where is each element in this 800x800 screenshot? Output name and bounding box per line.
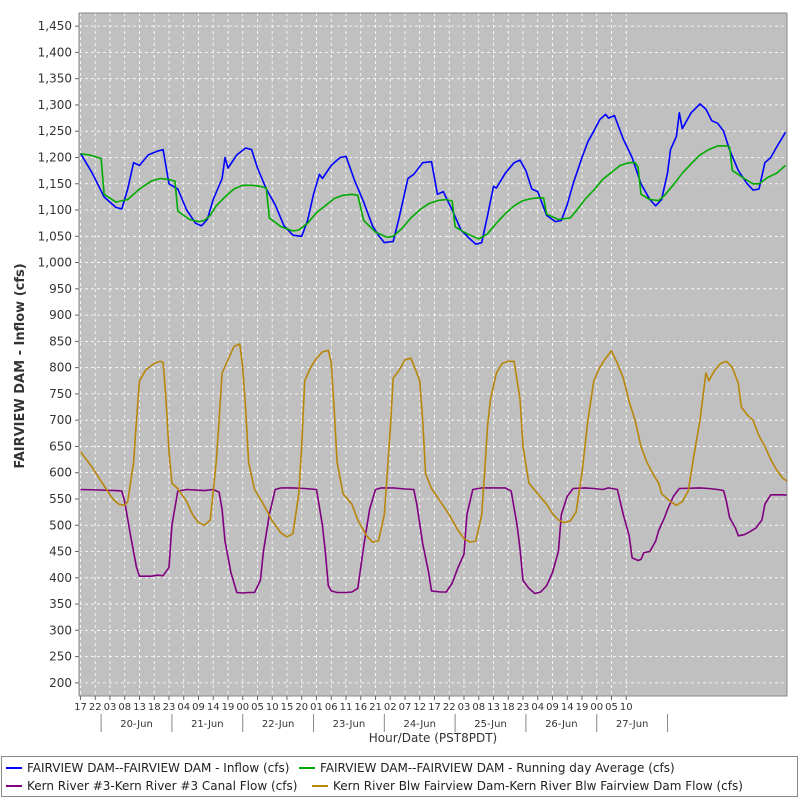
x-tick-label: 19 (222, 702, 235, 713)
series-inflow (79, 103, 787, 245)
y-tick-label: 900 (49, 308, 72, 322)
y-tick-label: 950 (49, 282, 72, 296)
legend-swatch-canal-flow (6, 785, 22, 787)
x-tick-label: 05 (251, 702, 264, 713)
x-tick-label: 17 (428, 702, 441, 713)
y-tick-label: 200 (49, 676, 72, 690)
x-tick-label: 21 (369, 702, 382, 713)
x-tick-label: 18 (502, 702, 515, 713)
y-tick-label: 350 (49, 597, 72, 611)
y-tick-label: 1,450 (38, 19, 72, 33)
x-tick-label: 00 (236, 702, 249, 713)
x-tick-label: 04 (531, 702, 544, 713)
y-tick-label: 300 (49, 623, 72, 637)
x-tick-label: 20 (295, 702, 308, 713)
y-tick-label: 1,150 (38, 177, 72, 191)
plot-border (78, 12, 788, 697)
legend-swatch-blw-dam-flow (312, 785, 328, 787)
x-tick-label: 19 (576, 702, 589, 713)
date-label: 27-Jun (616, 719, 649, 730)
legend-label-blw-dam-flow: Kern River Blw Fairview Dam-Kern River B… (333, 779, 743, 793)
y-axis-title: FAIRVIEW DAM - Inflow (cfs) (13, 263, 28, 468)
x-tick-label: 06 (325, 702, 338, 713)
x-tick-label: 23 (163, 702, 176, 713)
x-tick-label: 10 (620, 702, 633, 713)
date-label: 25-Jun (474, 719, 507, 730)
date-label: 21-Jun (191, 719, 224, 730)
y-tick-label: 650 (49, 439, 72, 453)
x-tick-label: 22 (443, 702, 456, 713)
x-tick-label: 09 (192, 702, 205, 713)
date-label: 22-Jun (262, 719, 295, 730)
x-axis-title: Hour/Date (PST8PDT) (369, 731, 497, 745)
y-tick-label: 500 (49, 518, 72, 532)
x-tick-label: 14 (207, 702, 220, 713)
y-tick-label: 750 (49, 387, 72, 401)
series-blw-dam-flow (79, 343, 787, 543)
x-tick-label: 13 (133, 702, 146, 713)
legend-swatch-inflow (6, 767, 22, 769)
x-tick-label: 23 (517, 702, 530, 713)
x-tick-label: 11 (340, 702, 353, 713)
series-layer (79, 103, 787, 595)
x-tick-label: 12 (413, 702, 426, 713)
x-tick-label: 03 (104, 702, 117, 713)
x-tick-label: 08 (118, 702, 131, 713)
x-tick-label: 13 (487, 702, 500, 713)
x-tick-label: 00 (590, 702, 603, 713)
y-tick-label: 1,000 (38, 256, 72, 270)
date-label: 24-Jun (403, 719, 436, 730)
y-tick-label: 550 (49, 492, 72, 506)
x-tick-label: 08 (472, 702, 485, 713)
x-tick-label: 03 (458, 702, 471, 713)
legend-item-canal-flow: Kern River #3-Kern River #3 Canal Flow (… (6, 777, 297, 795)
plot-background (79, 13, 787, 696)
legend-item-blw-dam-flow: Kern River Blw Fairview Dam-Kern River B… (312, 777, 743, 795)
legend-swatch-running-average (299, 767, 315, 769)
chart-svg: 200 250 300 350 400 450 500 550 600 650 700 750 800 8… (13, 12, 788, 745)
x-tick-label: 05 (605, 702, 618, 713)
legend-item-running-average: FAIRVIEW DAM--FAIRVIEW DAM - Running day… (299, 759, 675, 777)
x-tick-label: 18 (148, 702, 161, 713)
series-running-average (80, 145, 787, 240)
y-tick-label: 850 (49, 334, 72, 348)
y-tick-label: 800 (49, 361, 72, 375)
x-tick-label: 01 (310, 702, 323, 713)
y-tick-label: 1,350 (38, 72, 72, 86)
x-tick-label: 16 (354, 702, 367, 713)
y-tick-label: 600 (49, 466, 72, 480)
y-tick-label: 1,100 (38, 203, 72, 217)
y-axis: 200 250 300 350 400 450 500 550 600 650 700 750 800 8… (38, 19, 79, 690)
legend-label-running-average: FAIRVIEW DAM--FAIRVIEW DAM - Running day… (320, 761, 675, 775)
x-tick-label: 04 (177, 702, 190, 713)
series-canal-flow (80, 487, 787, 595)
x-axis: 17 22 03 08 13 18 23 04 09 14 19 00 05 10 15 20 01 06 11 16… (74, 696, 669, 732)
x-tick-label: 17 (74, 702, 87, 713)
x-tick-label: 09 (546, 702, 559, 713)
x-tick-label: 10 (266, 702, 279, 713)
y-tick-label: 1,300 (38, 98, 72, 112)
x-tick-label: 14 (561, 702, 574, 713)
y-tick-label: 1,400 (38, 45, 72, 59)
legend: FAIRVIEW DAM--FAIRVIEW DAM - Inflow (cfs… (1, 756, 798, 797)
x-tick-label: 07 (399, 702, 412, 713)
date-label: 20-Jun (120, 719, 153, 730)
legend-item-inflow: FAIRVIEW DAM--FAIRVIEW DAM - Inflow (cfs… (6, 759, 289, 777)
y-tick-label: 1,050 (38, 229, 72, 243)
y-tick-label: 1,200 (38, 150, 72, 164)
x-tick-label: 02 (384, 702, 397, 713)
x-tick-label: 15 (281, 702, 294, 713)
date-label: 23-Jun (333, 719, 366, 730)
y-tick-label: 700 (49, 413, 72, 427)
y-tick-label: 400 (49, 571, 72, 585)
legend-label-inflow: FAIRVIEW DAM--FAIRVIEW DAM - Inflow (cfs… (27, 761, 290, 775)
y-tick-label: 1,250 (38, 124, 72, 138)
y-tick-label: 250 (49, 650, 72, 664)
legend-label-canal-flow: Kern River #3-Kern River #3 Canal Flow (… (27, 779, 298, 793)
date-label: 26-Jun (545, 719, 578, 730)
y-tick-label: 450 (49, 545, 72, 559)
x-tick-label: 22 (89, 702, 102, 713)
